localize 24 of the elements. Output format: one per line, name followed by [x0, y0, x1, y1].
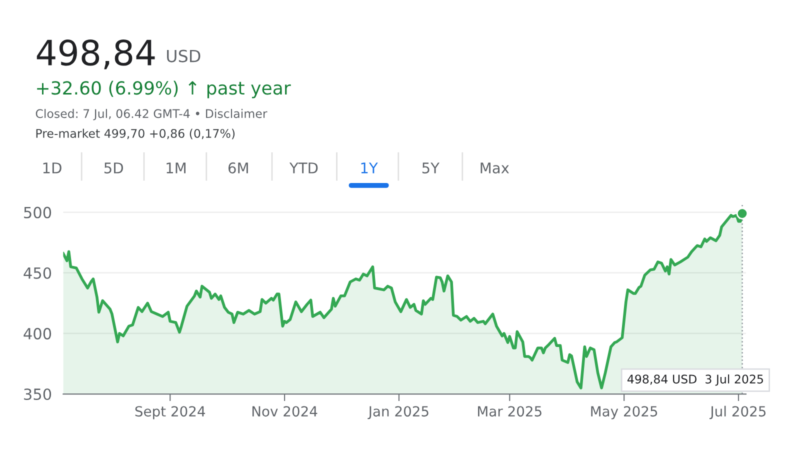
x-tick-label: Jul 2025 — [710, 406, 766, 420]
text: YTD — [289, 162, 318, 174]
x-tick-label: May 2025 — [591, 406, 658, 420]
text: 1D — [43, 162, 62, 174]
text: Max — [480, 162, 509, 174]
x-tick-label: Jan 2025 — [368, 406, 428, 420]
text: USD — [167, 50, 200, 62]
x-tick-label: Sept 2024 — [135, 406, 206, 420]
y-tick-label: 350 — [24, 388, 52, 400]
text: 5D — [104, 162, 123, 174]
text: Pre-market 499,70 +0,86 (0,17%) — [36, 128, 235, 140]
text: 5Y — [422, 162, 440, 174]
annotation: 498,84 USD 3 Jul 2025 — [627, 374, 763, 386]
y-tick-label: 450 — [24, 267, 52, 279]
y-tick-label: 500 — [24, 206, 52, 218]
text: +32.60 (6.99%) ↑ past year — [37, 80, 291, 98]
chart-title: 498,84 — [36, 39, 155, 70]
y-tick-label: 400 — [24, 328, 52, 340]
x-tick-label: Nov 2024 — [252, 406, 318, 417]
text: 1M — [166, 162, 186, 174]
x-tick-label: Mar 2025 — [478, 406, 542, 417]
text: 6M — [228, 162, 248, 174]
text: 1Y — [361, 162, 378, 174]
text: Closed: 7 Jul, 06.42 GMT-4 • Disclaimer — [36, 108, 268, 120]
